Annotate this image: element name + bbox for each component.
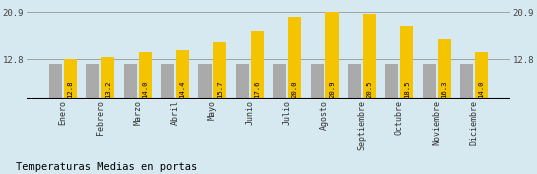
- Bar: [86, 64, 99, 99]
- Bar: [101, 57, 114, 99]
- Bar: [251, 31, 264, 99]
- Text: 20.0: 20.0: [292, 81, 297, 98]
- Bar: [385, 64, 398, 99]
- Bar: [400, 26, 413, 99]
- Text: 15.7: 15.7: [217, 81, 223, 98]
- Bar: [288, 17, 301, 99]
- Text: 14.4: 14.4: [179, 81, 186, 98]
- Bar: [363, 14, 376, 99]
- Text: 17.6: 17.6: [255, 81, 260, 98]
- Bar: [213, 42, 227, 99]
- Text: Temperaturas Medias en portas: Temperaturas Medias en portas: [16, 162, 198, 172]
- Bar: [161, 64, 174, 99]
- Text: 14.0: 14.0: [478, 81, 484, 98]
- Bar: [348, 64, 361, 99]
- Bar: [64, 59, 77, 99]
- Text: 12.8: 12.8: [68, 81, 74, 98]
- Bar: [273, 64, 286, 99]
- Text: 20.9: 20.9: [329, 81, 335, 98]
- Bar: [475, 52, 488, 99]
- Bar: [199, 64, 212, 99]
- Bar: [139, 52, 152, 99]
- Bar: [236, 64, 249, 99]
- Bar: [49, 64, 62, 99]
- Bar: [124, 64, 137, 99]
- Text: 14.0: 14.0: [142, 81, 148, 98]
- Bar: [460, 64, 473, 99]
- Bar: [438, 39, 451, 99]
- Text: 16.3: 16.3: [441, 81, 447, 98]
- Bar: [423, 64, 436, 99]
- Bar: [310, 64, 324, 99]
- Text: 20.5: 20.5: [366, 81, 372, 98]
- Text: 13.2: 13.2: [105, 81, 111, 98]
- Text: 18.5: 18.5: [404, 81, 410, 98]
- Bar: [176, 50, 189, 99]
- Bar: [325, 12, 338, 99]
